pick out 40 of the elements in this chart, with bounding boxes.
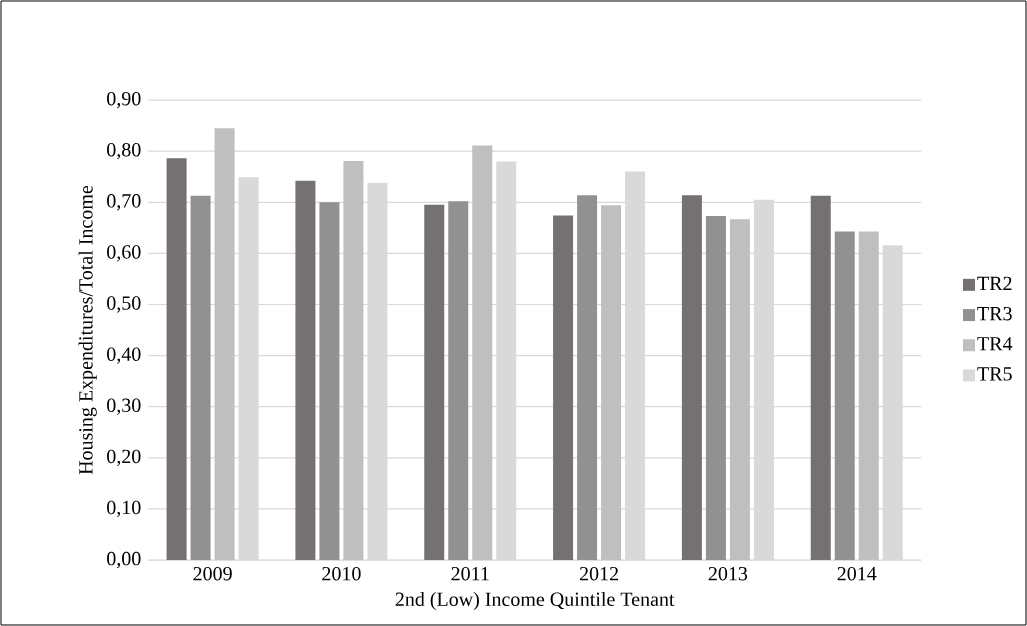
- bar: [729, 219, 750, 561]
- bar: [448, 201, 469, 561]
- bar: [319, 202, 340, 561]
- y-tick-label: 0,40: [107, 347, 141, 364]
- bar: [705, 216, 726, 561]
- y-axis-title: Housing Expenditures/Total Income: [78, 185, 97, 475]
- y-tick-label: 0,80: [107, 142, 141, 160]
- y-tick-label: 0,90: [107, 91, 141, 109]
- bar: [810, 195, 831, 561]
- bar: [295, 180, 316, 561]
- x-tick-label: 2009: [193, 566, 232, 581]
- bar: [553, 215, 574, 561]
- legend-label: TR5: [977, 367, 1012, 381]
- y-tick-label: 0,00: [107, 551, 141, 569]
- y-tick-label: 0,30: [107, 398, 141, 415]
- bar: [166, 158, 187, 561]
- y-tick-label: 0,60: [107, 245, 141, 262]
- x-tick-label: 2014: [837, 566, 877, 581]
- bar: [214, 128, 235, 561]
- bar: [424, 204, 445, 561]
- y-tick-label: 0,20: [107, 449, 141, 467]
- legend-label: TR2: [977, 276, 1012, 290]
- x-axis-title: 2nd (Low) Income Quintile Tenant: [395, 591, 675, 611]
- x-tick-label: 2012: [579, 566, 618, 581]
- legend-label: TR3: [977, 306, 1012, 321]
- bar: [858, 231, 879, 561]
- bar: [834, 231, 855, 561]
- y-tick-label: 0,50: [107, 296, 141, 313]
- x-tick-label: 2013: [708, 566, 748, 581]
- legend-label: TR4: [977, 337, 1013, 351]
- bar: [681, 195, 702, 561]
- bar: [577, 195, 598, 561]
- x-tick-label: 2011: [451, 566, 489, 581]
- bar: [190, 195, 211, 561]
- x-tick-label: 2010: [322, 566, 361, 581]
- bar: [343, 160, 364, 561]
- bar: [601, 205, 622, 561]
- y-tick-label: 0,70: [107, 194, 141, 211]
- bar: [472, 145, 493, 561]
- y-tick-label: 0,10: [107, 500, 141, 518]
